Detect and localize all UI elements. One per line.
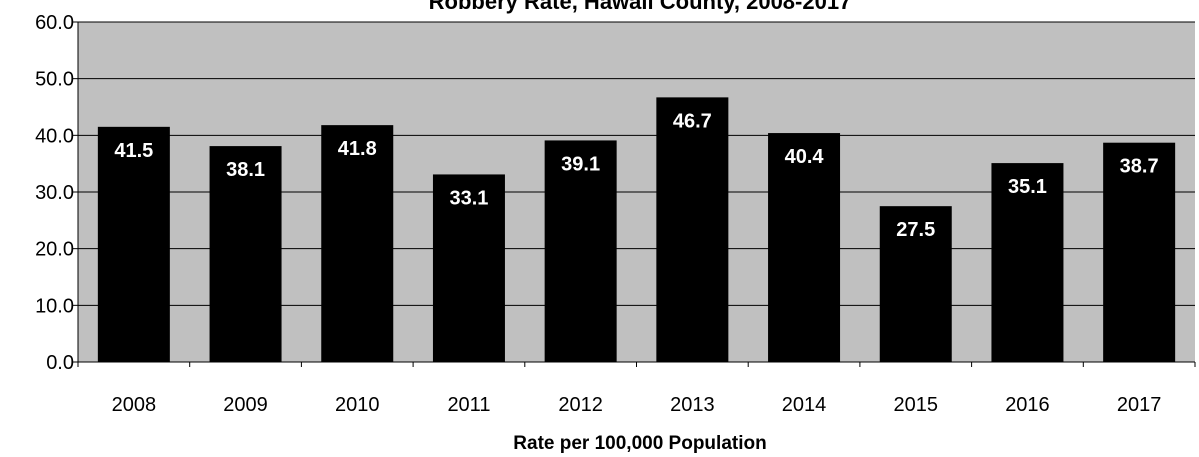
y-tick-label: 50.0 — [35, 69, 74, 91]
bar-2009 — [209, 146, 282, 362]
bar-2015 — [879, 206, 952, 362]
y-tick-label: 60.0 — [35, 12, 74, 34]
bar-2012 — [544, 140, 617, 362]
bar-2017 — [1103, 142, 1176, 362]
x-tick-label-2013: 2013 — [670, 394, 715, 416]
x-tick-label-2016: 2016 — [1005, 394, 1050, 416]
data-label-2012: 39.1 — [561, 153, 600, 175]
data-label-2016: 35.1 — [1008, 176, 1047, 198]
data-label-2010: 41.8 — [338, 138, 377, 160]
x-tick-label-2012: 2012 — [558, 394, 603, 416]
bar-2011 — [432, 174, 505, 362]
data-label-2017: 38.7 — [1120, 156, 1159, 178]
y-tick-label: 20.0 — [35, 239, 74, 261]
y-tick-label: 10.0 — [35, 295, 74, 317]
data-label-2014: 40.4 — [785, 146, 825, 168]
bar-2008 — [97, 126, 170, 362]
data-label-2015: 27.5 — [896, 219, 935, 241]
data-label-2009: 38.1 — [226, 159, 265, 181]
chart-title: Robbery Rate, Hawaii County, 2008-2017 — [429, 0, 852, 14]
x-tick-label-2015: 2015 — [894, 394, 939, 416]
y-tick-label: 30.0 — [35, 182, 74, 204]
y-tick-label: 0.0 — [46, 352, 74, 374]
x-tick-label-2017: 2017 — [1117, 394, 1162, 416]
x-axis-ticks: 2008 2009 2010 2011 2012 2013 2014 2015 2016 2017 — [77, 362, 1196, 416]
x-tick-label-2008: 2008 — [112, 394, 157, 416]
bar-2014 — [768, 133, 841, 362]
x-tick-label-2010: 2010 — [335, 394, 380, 416]
y-tick-label: 40.0 — [35, 125, 74, 147]
y-axis-ticks: 0.0 10.0 20.0 30.0 40.0 50.0 60.0 — [35, 12, 78, 374]
bar-2010 — [321, 125, 394, 362]
data-label-2008: 41.5 — [114, 140, 153, 162]
bar-2013 — [656, 97, 729, 362]
x-tick-label-2011: 2011 — [447, 394, 490, 416]
data-label-2013: 46.7 — [673, 110, 712, 132]
bars — [97, 97, 1176, 362]
data-labels: 41.5 38.1 41.8 33.1 39.1 46.7 40.4 27.5 35.1 38.7 — [114, 110, 1158, 241]
bar-2016 — [991, 163, 1064, 362]
x-tick-label-2014: 2014 — [782, 394, 827, 416]
x-axis-title: Rate per 100,000 Population — [513, 433, 766, 454]
x-tick-label-2009: 2009 — [223, 394, 268, 416]
data-label-2011: 33.1 — [449, 187, 488, 209]
